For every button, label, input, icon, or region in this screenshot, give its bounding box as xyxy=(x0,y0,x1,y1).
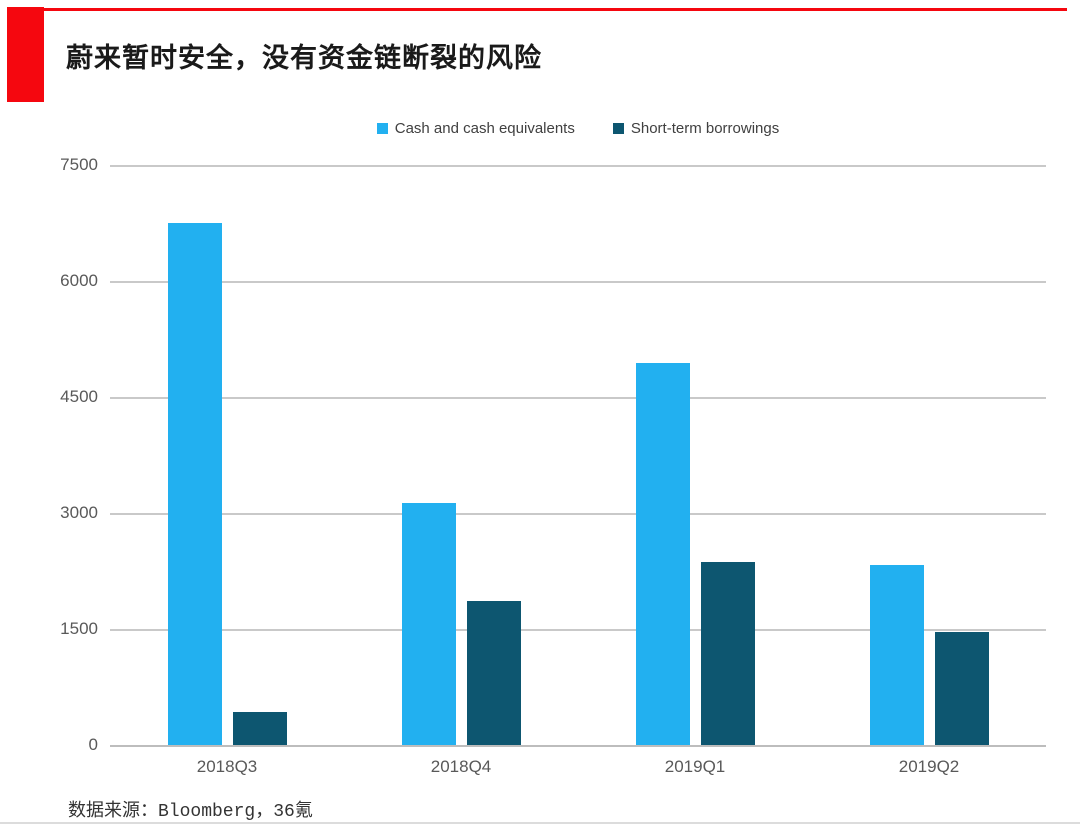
x-tick-label-2018Q3: 2018Q3 xyxy=(196,757,258,776)
legend-item-cash: Cash and cash equivalents xyxy=(376,120,575,137)
source-note: 数据来源：Bloomberg，36氪 xyxy=(68,802,313,822)
y-tick-label-0: 0 xyxy=(88,735,98,754)
red-top-rule xyxy=(8,8,1067,11)
y-tick-label-6000: 6000 xyxy=(60,271,98,290)
x-tick-label-2018Q4: 2018Q4 xyxy=(430,757,492,776)
y-tick-label-4500: 4500 xyxy=(60,387,98,406)
page-title: 蔚来暂时安全，没有资金链断裂的风险 xyxy=(66,43,542,73)
bar-cash-2019Q2 xyxy=(869,564,924,745)
legend-swatch-cash xyxy=(376,123,388,134)
bar-cash-2018Q3 xyxy=(167,223,222,745)
x-tick-label-2019Q1: 2019Q1 xyxy=(664,757,726,776)
gridline-6000 xyxy=(110,281,1046,283)
red-accent-block xyxy=(7,7,44,102)
x-tick-label-2019Q2: 2019Q2 xyxy=(898,757,960,776)
y-tick-label-3000: 3000 xyxy=(60,503,98,522)
chart-legend: Cash and cash equivalents Short-term borr… xyxy=(110,120,1046,137)
bar-short-term-borrowings-2019Q1 xyxy=(700,561,755,745)
y-tick-label-1500: 1500 xyxy=(60,619,98,638)
legend-swatch-short-term-borrowings xyxy=(612,123,624,134)
y-tick-label-7500: 7500 xyxy=(60,155,98,174)
legend-item-short-term-borrowings: Short-term borrowings xyxy=(612,120,780,137)
bar-short-term-borrowings-2018Q4 xyxy=(466,601,521,745)
bar-chart: 0 1500 3000 4500 6000 7500 2018Q3 2018Q4 2019Q1 2… xyxy=(60,155,1046,776)
gridline-1500 xyxy=(110,629,1046,631)
legend-label-cash: Cash and cash equivalents xyxy=(394,120,575,137)
bar-cash-2018Q4 xyxy=(401,502,456,745)
gridline-4500 xyxy=(110,397,1046,399)
gridline-3000 xyxy=(110,513,1046,515)
legend-label-short-term-borrowings: Short-term borrowings xyxy=(630,120,780,137)
bar-cash-2019Q1 xyxy=(635,362,690,745)
bottom-divider xyxy=(0,822,1080,824)
bar-short-term-borrowings-2018Q3 xyxy=(232,711,287,745)
gridline-7500 xyxy=(110,165,1046,167)
bar-short-term-borrowings-2019Q2 xyxy=(934,632,989,745)
